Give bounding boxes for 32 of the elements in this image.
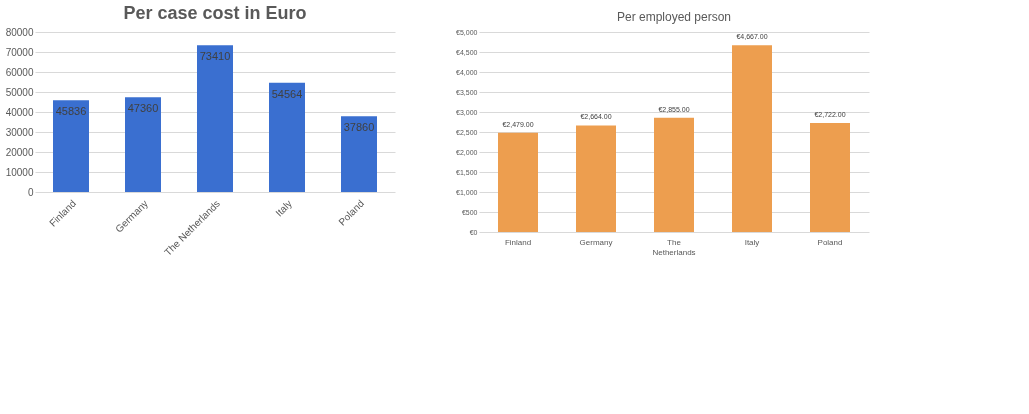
bar [576,125,616,232]
x-tick-label: Poland [817,237,843,247]
data-label: 37860 [343,121,375,134]
bar [654,117,694,232]
bar [498,132,538,232]
bar [732,45,772,232]
bar [810,123,850,232]
bar [269,82,305,192]
y-tick-label: 80000 [5,26,34,38]
data-label: 45836 [55,105,87,118]
chart-title: Per case cost in Euro [123,3,307,23]
data-label: 54564 [271,87,303,100]
data-label: 73410 [199,50,231,63]
bar [197,45,233,192]
y-tick-label: 50000 [5,86,34,98]
bar [125,97,161,192]
y-tick-label: 0 [27,186,34,198]
x-tick-label: Germany [579,237,613,247]
x-tick-label: Italy [273,197,295,219]
x-tick-label: Italy [744,237,760,247]
y-tick-label: 60000 [5,66,34,78]
y-tick-label: 30000 [5,126,34,138]
chart-title: Per employed person [616,10,732,24]
y-tick-label: 20000 [5,146,34,158]
data-label: 47360 [127,102,159,115]
y-tick-label: 10000 [5,166,34,178]
x-tick-label: Finland [504,237,532,247]
bar [341,116,377,192]
y-tick-label: 40000 [5,106,34,118]
x-tick-label: The Netherlands [652,237,696,257]
y-tick-label: 70000 [5,46,34,58]
bar [53,100,89,192]
